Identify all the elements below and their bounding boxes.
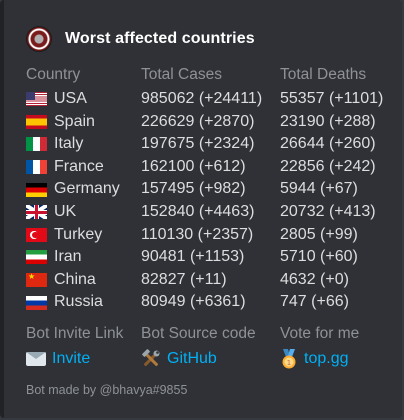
- country-name: China: [54, 270, 96, 288]
- flag-uk-icon: [26, 205, 47, 220]
- envelope-icon: [26, 352, 46, 366]
- country-row: USA: [26, 88, 120, 111]
- cases-value: 985062 (+24411): [141, 90, 263, 107]
- medal-icon: 1: [280, 349, 298, 369]
- country-name: Russia: [54, 293, 103, 311]
- cases-value: 110130 (+2357): [141, 225, 254, 243]
- country-header: Country: [26, 66, 81, 83]
- flag-it-icon: [26, 137, 47, 152]
- deaths-value: 4632 (+0): [280, 270, 349, 288]
- topgg-link[interactable]: 1 top.gg: [280, 348, 348, 370]
- country-row: Spain: [26, 111, 120, 134]
- country-name: Turkey: [54, 225, 103, 243]
- flag-fr-icon: [26, 160, 47, 175]
- country-row: Germany: [26, 178, 120, 201]
- deaths-value: 22856 (+242): [280, 157, 376, 175]
- tools-icon: [141, 349, 161, 369]
- deaths-header: Total Deaths: [280, 66, 367, 83]
- github-link[interactable]: GitHub: [141, 348, 217, 370]
- cases-value: 90481 (+1153): [141, 248, 245, 266]
- flag-us-icon: [26, 92, 47, 107]
- country-name: Germany: [54, 180, 120, 198]
- invite-link[interactable]: Invite: [26, 348, 90, 370]
- vote-header: Vote for me: [280, 325, 360, 342]
- deaths-column: Total Deaths 55357 (+1101) 23190 (+288) …: [280, 64, 383, 314]
- deaths-value: 5944 (+67): [280, 180, 358, 198]
- cases-header: Total Cases: [141, 66, 222, 83]
- country-row: France: [26, 156, 120, 179]
- cases-column: Total Cases 985062 (+24411) 226629 (+287…: [141, 64, 262, 314]
- cases-value: 80949 (+6361): [141, 293, 246, 311]
- topgg-link-label[interactable]: top.gg: [304, 350, 349, 367]
- country-row: Iran: [26, 246, 120, 269]
- deaths-value: 5710 (+60): [280, 248, 358, 266]
- country-row: Turkey: [26, 224, 120, 247]
- flag-es-icon: [26, 114, 47, 129]
- country-name: Iran: [54, 248, 82, 266]
- flag-tr-icon: [26, 227, 47, 242]
- github-link-label[interactable]: GitHub: [167, 350, 217, 367]
- country-name: France: [54, 157, 104, 175]
- deaths-value: 20732 (+413): [280, 202, 376, 220]
- country-column: Country USA Spain Italy France Germany U…: [26, 64, 120, 314]
- deaths-value: 26644 (+260): [280, 135, 376, 153]
- flag-ir-icon: [26, 250, 47, 265]
- flag-ru-icon: [26, 295, 47, 310]
- country-row: China: [26, 269, 120, 292]
- invite-link-label[interactable]: Invite: [52, 350, 91, 367]
- deaths-value: 23190 (+288): [280, 112, 376, 130]
- cases-value: 152840 (+4463): [141, 202, 255, 220]
- invite-link-header: Bot Invite Link: [26, 325, 124, 342]
- country-row: Russia: [26, 291, 120, 314]
- deaths-value: 2805 (+99): [280, 225, 358, 243]
- country-row: UK: [26, 201, 120, 224]
- source-code-header: Bot Source code: [141, 325, 256, 342]
- cases-value: 162100 (+612): [141, 157, 246, 175]
- embed-footer: Bot made by @bhavya#9855: [26, 383, 188, 397]
- flag-de-icon: [26, 182, 47, 197]
- cases-value: 226629 (+2870): [141, 112, 255, 130]
- country-row: Italy: [26, 133, 120, 156]
- country-name: UK: [54, 202, 77, 220]
- country-name: Italy: [54, 135, 84, 153]
- country-name: Spain: [54, 112, 95, 130]
- flag-cn-icon: [26, 273, 47, 288]
- cases-value: 197675 (+2324): [141, 135, 255, 153]
- cases-value: 157495 (+982): [141, 180, 246, 198]
- embed-header: Worst affected countries: [26, 24, 255, 54]
- deaths-value: 747 (+66): [280, 293, 349, 311]
- cases-value: 82827 (+11): [141, 270, 227, 288]
- deaths-value: 55357 (+1101): [280, 90, 384, 107]
- svg-text:1: 1: [287, 359, 291, 367]
- virus-avatar-icon: [26, 26, 52, 52]
- country-name: USA: [54, 90, 87, 107]
- embed-title: Worst affected countries: [65, 30, 255, 47]
